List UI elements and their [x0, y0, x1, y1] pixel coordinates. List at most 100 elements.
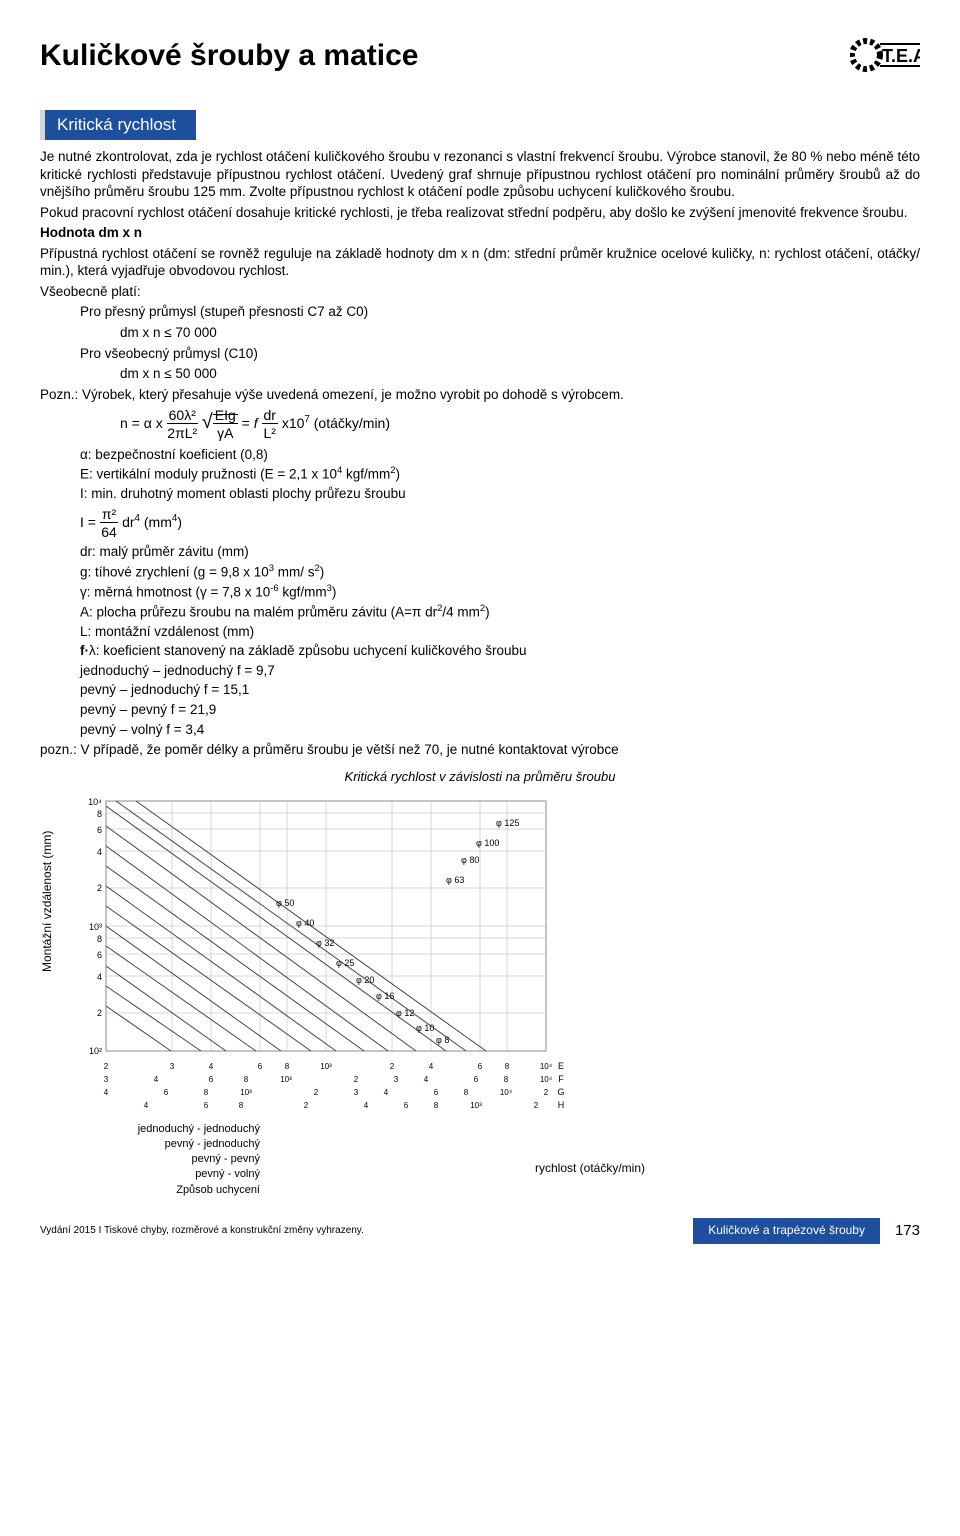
svg-text:6: 6	[163, 1088, 168, 1097]
chart-title: Kritická rychlost v závislosti na průměr…	[40, 769, 920, 786]
svg-text:10⁴: 10⁴	[88, 797, 102, 807]
svg-text:6: 6	[477, 1062, 482, 1071]
svg-text:2: 2	[543, 1088, 548, 1097]
hodnota-text: Přípustná rychlost otáčení se rovněž reg…	[40, 245, 920, 280]
def-dr: dr: malý průměr závitu (mm)	[80, 543, 920, 561]
def-L: L: montážní vzdálenost (mm)	[80, 623, 920, 641]
svg-text:φ 10: φ 10	[416, 1023, 434, 1033]
line-vseo-val: dm x n ≤ 50 000	[120, 365, 920, 383]
svg-text:4: 4	[103, 1088, 108, 1097]
page-number: 173	[895, 1221, 920, 1241]
legend-row-1: pevný - jednoduchý	[80, 1137, 260, 1151]
fl3: pevný – pevný f = 21,9	[80, 701, 920, 719]
svg-text:φ 63: φ 63	[446, 875, 464, 885]
footer-left: Vydání 2015 I Tiskové chyby, rozměrové a…	[40, 1224, 364, 1237]
intro-paragraph-1: Je nutné zkontrolovat, zda je rychlost o…	[40, 148, 920, 201]
svg-text:6: 6	[257, 1062, 262, 1071]
svg-text:2: 2	[303, 1101, 308, 1110]
svg-text:6: 6	[97, 950, 102, 960]
svg-text:8: 8	[504, 1062, 509, 1071]
svg-text:8: 8	[203, 1088, 208, 1097]
svg-text:φ 20: φ 20	[356, 975, 374, 985]
svg-text:3: 3	[103, 1075, 108, 1084]
svg-text:4: 4	[97, 972, 102, 982]
svg-text:2: 2	[103, 1062, 108, 1071]
svg-text:4: 4	[423, 1075, 428, 1084]
svg-text:2: 2	[97, 1008, 102, 1018]
chart-xlabel: rychlost (otáčky/min)	[260, 1121, 920, 1198]
fl4: pevný – volný f = 3,4	[80, 721, 920, 739]
svg-text:6: 6	[208, 1075, 213, 1084]
svg-text:3: 3	[353, 1088, 358, 1097]
svg-text:2: 2	[389, 1062, 394, 1071]
def-I: I: min. druhotný moment oblasti plochy p…	[80, 485, 920, 503]
pozn2: pozn.: V případě, že poměr délky a průmě…	[40, 741, 920, 759]
svg-text:8: 8	[243, 1075, 248, 1084]
svg-text:8: 8	[463, 1088, 468, 1097]
line-vseo: Pro všeobecný průmysl (C10)	[80, 345, 920, 363]
svg-text:φ 25: φ 25	[336, 958, 354, 968]
svg-text:8: 8	[503, 1075, 508, 1084]
intro-paragraph-2: Pokud pracovní rychlost otáčení dosahuje…	[40, 204, 920, 222]
def-fl: f·λ: koeficient stanovený na základě způ…	[80, 642, 920, 660]
svg-text:10³: 10³	[240, 1088, 252, 1097]
def-g: g: tíhové zrychlení (g = 9,8 x 103 mm/ s…	[80, 563, 920, 581]
formula-main: n = α x 60λ²2πL² √EIgγA = f drL² x107 (o…	[120, 406, 920, 442]
svg-text:φ 32: φ 32	[316, 938, 334, 948]
svg-text:6: 6	[433, 1088, 438, 1097]
svg-text:4: 4	[428, 1062, 433, 1071]
legend-row-3: pevný - volný	[80, 1167, 260, 1181]
svg-text:φ 8: φ 8	[436, 1035, 449, 1045]
chart-ylabel: Montážní vzdálenost (mm)	[40, 791, 56, 1111]
tea-logo: T.E.A.	[850, 30, 920, 80]
svg-text:6: 6	[203, 1101, 208, 1110]
svg-text:10³: 10³	[280, 1075, 292, 1084]
line-presny-val: dm x n ≤ 70 000	[120, 324, 920, 342]
svg-text:3: 3	[169, 1062, 174, 1071]
pozn1: Pozn.: Výrobek, který přesahuje výše uve…	[40, 386, 920, 404]
legend-row-4: Způsob uchycení	[80, 1183, 260, 1197]
svg-text:8: 8	[238, 1101, 243, 1110]
page-title: Kuličkové šrouby a matice	[40, 36, 419, 75]
legend-row-2: pevný - pevný	[80, 1152, 260, 1166]
svg-text:6: 6	[97, 825, 102, 835]
svg-text:E: E	[558, 1061, 564, 1071]
svg-text:10⁴: 10⁴	[539, 1075, 552, 1084]
svg-text:2: 2	[353, 1075, 358, 1084]
svg-text:4: 4	[143, 1101, 148, 1110]
svg-text:4: 4	[97, 847, 102, 857]
svg-text:φ 125: φ 125	[496, 818, 519, 828]
def-A: A: plocha průřezu šroubu na malém průměr…	[80, 603, 920, 621]
def-E: E: vertikální moduly pružnosti (E = 2,1 …	[80, 465, 920, 483]
fl2: pevný – jednoduchý f = 15,1	[80, 681, 920, 699]
svg-text:F: F	[558, 1074, 564, 1084]
svg-text:10³: 10³	[89, 922, 102, 932]
line-presny: Pro přesný průmysl (stupeň přesnosti C7 …	[80, 303, 920, 321]
svg-text:φ 100: φ 100	[476, 838, 499, 848]
critical-speed-chart: 10⁴ 8 6 4 2 10³ 8 6 4 2 10² φ 125 φ 100 …	[66, 791, 626, 1111]
svg-text:φ 16: φ 16	[376, 991, 394, 1001]
svg-text:T.E.A.: T.E.A.	[882, 46, 920, 66]
svg-text:8: 8	[97, 934, 102, 944]
svg-text:10²: 10²	[89, 1046, 102, 1056]
svg-text:3: 3	[393, 1075, 398, 1084]
svg-text:10⁴: 10⁴	[539, 1062, 552, 1071]
svg-text:4: 4	[208, 1062, 213, 1071]
fl1: jednoduchý – jednoduchý f = 9,7	[80, 662, 920, 680]
legend-row-0: jednoduchý - jednoduchý	[80, 1122, 260, 1136]
svg-text:φ 50: φ 50	[276, 898, 294, 908]
svg-text:10³: 10³	[320, 1062, 332, 1071]
hodnota-heading: Hodnota dm x n	[40, 224, 920, 242]
svg-text:φ 80: φ 80	[461, 855, 479, 865]
svg-text:4: 4	[363, 1101, 368, 1110]
svg-text:8: 8	[433, 1101, 438, 1110]
svg-text:10³: 10³	[470, 1101, 482, 1110]
svg-text:2: 2	[533, 1101, 538, 1110]
vseobecne: Všeobecně platí:	[40, 283, 920, 301]
svg-text:φ 40: φ 40	[296, 918, 314, 928]
formula-I: I = π²64 dr4 (mm4)	[80, 505, 920, 541]
svg-text:H: H	[557, 1100, 564, 1110]
svg-text:4: 4	[383, 1088, 388, 1097]
footer-category: Kuličkové a trapézové šrouby	[693, 1218, 880, 1244]
svg-text:6: 6	[473, 1075, 478, 1084]
